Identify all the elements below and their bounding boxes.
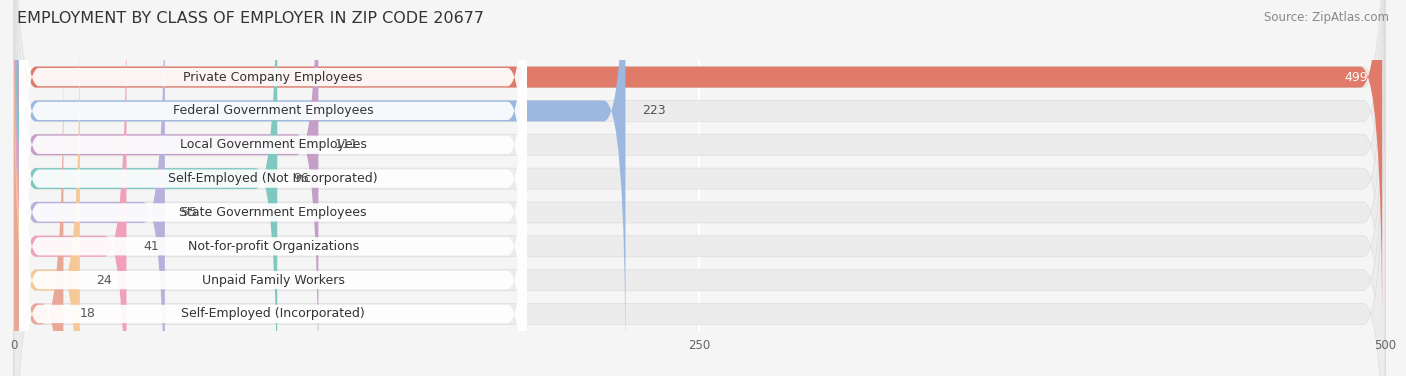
FancyBboxPatch shape <box>14 0 1385 376</box>
Text: 111: 111 <box>335 138 359 151</box>
Text: Not-for-profit Organizations: Not-for-profit Organizations <box>187 240 359 253</box>
Text: 41: 41 <box>143 240 159 253</box>
Text: Self-Employed (Not Incorporated): Self-Employed (Not Incorporated) <box>169 172 378 185</box>
FancyBboxPatch shape <box>20 86 527 376</box>
FancyBboxPatch shape <box>14 54 63 376</box>
Text: 24: 24 <box>96 274 112 287</box>
FancyBboxPatch shape <box>20 52 527 376</box>
Text: Unpaid Family Workers: Unpaid Family Workers <box>201 274 344 287</box>
FancyBboxPatch shape <box>14 0 626 371</box>
Text: State Government Employees: State Government Employees <box>180 206 367 219</box>
FancyBboxPatch shape <box>20 0 527 373</box>
Text: Local Government Employees: Local Government Employees <box>180 138 367 151</box>
Text: 499: 499 <box>1344 71 1368 83</box>
FancyBboxPatch shape <box>14 0 277 376</box>
Text: Federal Government Employees: Federal Government Employees <box>173 105 374 117</box>
FancyBboxPatch shape <box>20 0 527 376</box>
FancyBboxPatch shape <box>14 0 1385 376</box>
Text: Source: ZipAtlas.com: Source: ZipAtlas.com <box>1264 11 1389 24</box>
FancyBboxPatch shape <box>14 0 165 376</box>
Text: 96: 96 <box>294 172 309 185</box>
Text: Self-Employed (Incorporated): Self-Employed (Incorporated) <box>181 308 366 320</box>
Text: 55: 55 <box>181 206 197 219</box>
FancyBboxPatch shape <box>20 0 527 376</box>
FancyBboxPatch shape <box>14 0 127 376</box>
FancyBboxPatch shape <box>14 20 1385 376</box>
FancyBboxPatch shape <box>14 0 1382 337</box>
Text: EMPLOYMENT BY CLASS OF EMPLOYER IN ZIP CODE 20677: EMPLOYMENT BY CLASS OF EMPLOYER IN ZIP C… <box>17 11 484 26</box>
FancyBboxPatch shape <box>20 0 527 305</box>
FancyBboxPatch shape <box>14 0 1385 376</box>
Text: 223: 223 <box>643 105 665 117</box>
FancyBboxPatch shape <box>20 0 527 339</box>
FancyBboxPatch shape <box>14 0 1385 376</box>
FancyBboxPatch shape <box>14 0 1385 337</box>
FancyBboxPatch shape <box>14 54 1385 376</box>
Text: Private Company Employees: Private Company Employees <box>183 71 363 83</box>
Text: 18: 18 <box>80 308 96 320</box>
FancyBboxPatch shape <box>14 0 1385 371</box>
FancyBboxPatch shape <box>14 20 80 376</box>
FancyBboxPatch shape <box>14 0 318 376</box>
FancyBboxPatch shape <box>20 18 527 376</box>
